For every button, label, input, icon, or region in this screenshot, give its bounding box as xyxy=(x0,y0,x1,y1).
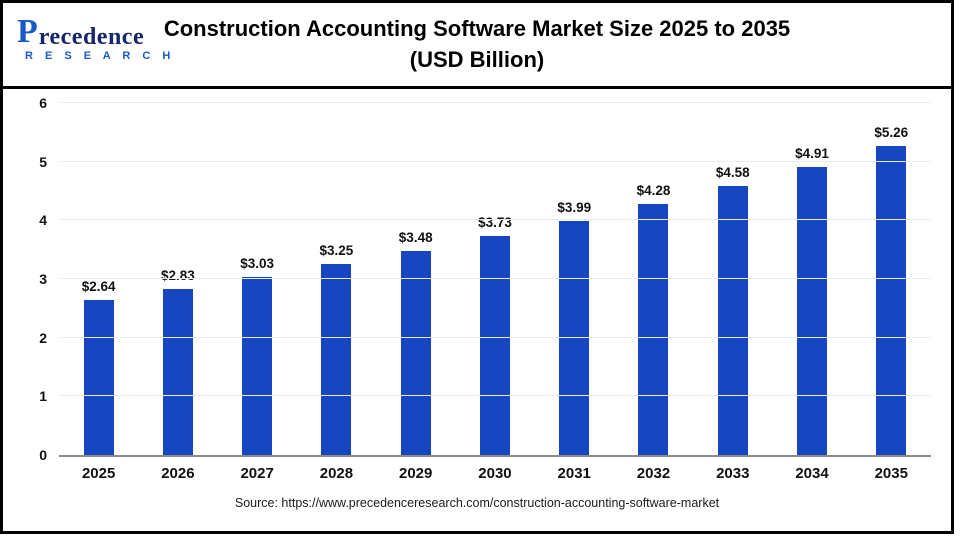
bar xyxy=(479,236,510,455)
bar xyxy=(559,220,590,455)
bar-group: $4.91 xyxy=(772,103,851,455)
bar-group: $2.64 xyxy=(59,103,138,455)
bar xyxy=(242,277,273,455)
bars-container: $2.64 $2.83 $3.03 $3.25 $3.48 $3.73 $3.99 $4.28… xyxy=(59,103,931,455)
gridline xyxy=(59,160,931,162)
bar xyxy=(83,300,114,455)
x-tick-label: 2025 xyxy=(81,465,116,482)
bar-value-label: $4.28 xyxy=(636,182,671,198)
bar-group: $5.26 xyxy=(852,103,931,455)
bar-group: $4.58 xyxy=(693,103,772,455)
y-tick-label: 4 xyxy=(39,212,47,229)
gridline xyxy=(59,278,931,279)
y-axis: 0 1 2 3 4 5 6 xyxy=(13,95,59,463)
y-tick-label: 5 xyxy=(39,153,47,170)
bar xyxy=(638,203,669,455)
y-tick-label: 2 xyxy=(39,329,47,346)
bar-value-label: $5.26 xyxy=(874,125,909,141)
x-tick-label: 2026 xyxy=(161,465,195,482)
chart-title-line1: Construction Accounting Software Market … xyxy=(163,16,791,41)
gridline xyxy=(59,395,931,397)
bar-group: $3.48 xyxy=(376,103,455,455)
chart-title-line2: (USD Billion) xyxy=(409,47,545,72)
bar-value-label: $4.58 xyxy=(715,165,750,181)
bar-value-label: $3.48 xyxy=(398,229,433,245)
x-tick-label: 2034 xyxy=(795,465,829,482)
y-tick-label: 3 xyxy=(39,271,47,287)
x-tick-label: 2032 xyxy=(636,465,671,482)
bar-value-label: $3.25 xyxy=(319,243,354,259)
logo-word: recedence xyxy=(38,24,145,50)
bar xyxy=(717,186,748,455)
x-tick-label: 2035 xyxy=(874,465,908,482)
x-tick-label: 2029 xyxy=(399,465,433,482)
bar-value-label: $2.83 xyxy=(161,267,195,283)
x-tick-label: 2033 xyxy=(716,465,750,482)
bar xyxy=(162,288,193,455)
bar xyxy=(876,146,907,455)
x-tick-label: 2028 xyxy=(319,465,354,482)
bar-value-label: $3.03 xyxy=(240,256,275,272)
y-tick-label: 1 xyxy=(39,388,47,405)
bar-group: $3.25 xyxy=(297,103,376,455)
bar-value-label: $3.73 xyxy=(478,215,512,231)
bar xyxy=(400,250,431,455)
bar-group: $2.83 xyxy=(138,103,217,455)
gridline xyxy=(59,219,931,221)
x-axis-labels: 2025 2026 2027 2028 2029 2030 2031 2032 2033 2034… xyxy=(13,465,931,482)
x-tick-label: 2027 xyxy=(240,465,274,482)
bar-group: $3.99 xyxy=(535,103,614,455)
bar xyxy=(321,264,352,455)
chart-section: 0 1 2 3 4 5 6 $2.64 $2.83 $3.03 $3.25 $3.48 $3.73 $3… xyxy=(3,89,951,482)
bar-value-label: $3.99 xyxy=(557,199,592,215)
y-tick-label: 0 xyxy=(39,447,47,463)
bar xyxy=(797,166,828,455)
x-axis-spacer xyxy=(13,465,59,482)
bar-value-label: $2.64 xyxy=(81,279,116,295)
gridline xyxy=(59,102,931,103)
bar-group: $3.73 xyxy=(455,103,534,455)
x-tick-label: 2030 xyxy=(478,465,512,482)
logo-subtitle: R E S E A R C H xyxy=(25,50,175,62)
x-tick-label: 2031 xyxy=(557,465,591,482)
bar-value-label: $4.91 xyxy=(795,145,829,161)
y-tick-label: 6 xyxy=(39,95,47,111)
logo-p-icon: P xyxy=(17,13,38,50)
plot-row: 0 1 2 3 4 5 6 $2.64 $2.83 $3.03 $3.25 $3.48 $3.73 $3… xyxy=(13,95,931,463)
plot-area: $2.64 $2.83 $3.03 $3.25 $3.48 $3.73 $3.99 $4.28… xyxy=(59,102,931,457)
bar-group: $4.28 xyxy=(614,103,693,455)
bar-group: $3.03 xyxy=(218,103,297,455)
gridline xyxy=(59,336,931,338)
chart-title: Construction Accounting Software Market … xyxy=(3,13,951,75)
source-text: Source: https://www.precedenceresearch.c… xyxy=(234,496,720,510)
